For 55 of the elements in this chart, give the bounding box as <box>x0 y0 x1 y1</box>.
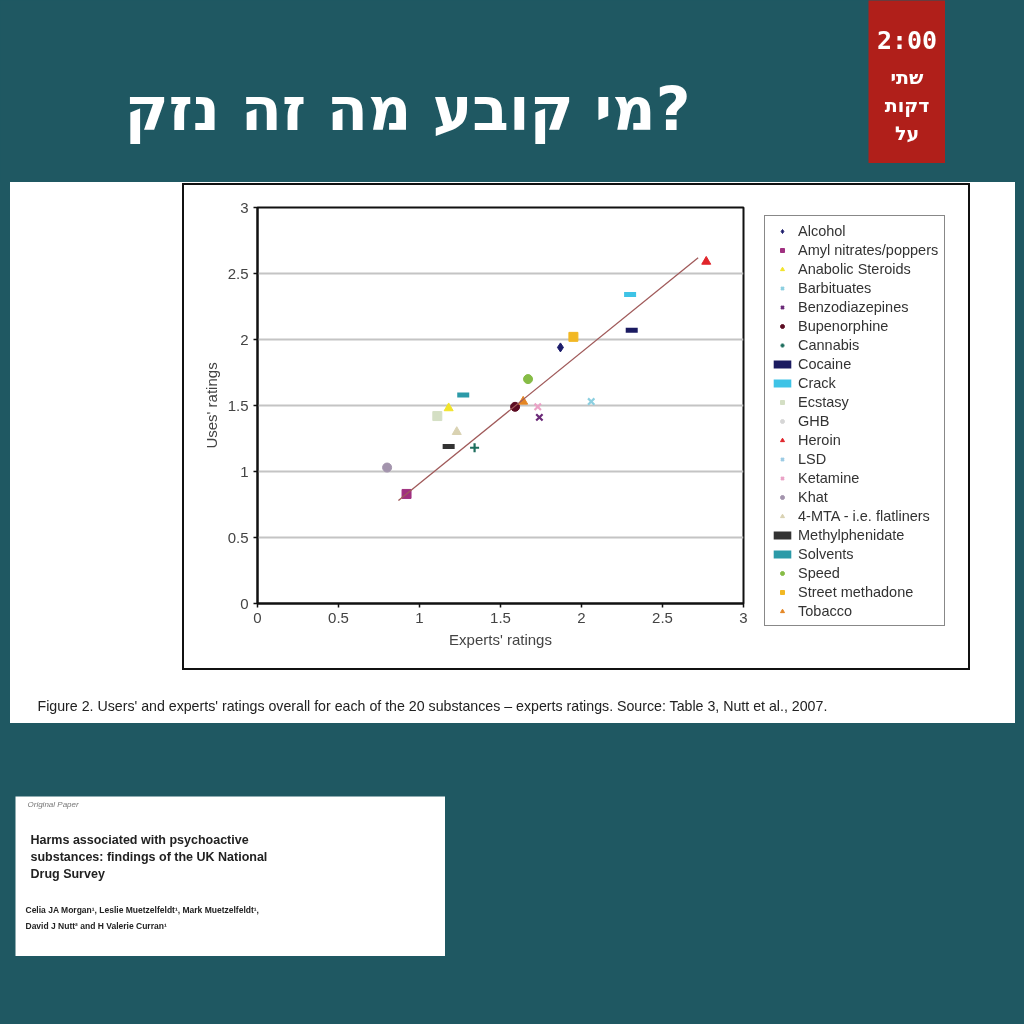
caption: Figure 2. Users' and experts' ratings overall for each of the 20 substances – experts ratings. Source: Table 3, Nutt et al., 2007. <box>37 697 828 714</box>
legend-label: Cannabis <box>798 336 860 353</box>
point <box>701 255 712 265</box>
legend-label: Crack <box>798 374 836 391</box>
x-tick-label: 3 <box>739 608 748 626</box>
x-tick-label: 0 <box>253 608 262 626</box>
text: 2:00 <box>876 26 938 55</box>
legend-label: Solvents <box>798 545 854 562</box>
point <box>451 426 462 435</box>
legend-label: Tobacco <box>798 602 853 619</box>
legend-label: Bupenorphine <box>798 317 889 334</box>
x-axis-title: Experts' ratings <box>449 630 552 648</box>
y-tick-label: 0 <box>240 594 249 612</box>
y-axis-title: Uses' ratings <box>202 362 220 449</box>
point <box>556 342 564 353</box>
legend-label: Street methadone <box>798 583 914 600</box>
legend-label: Ecstasy <box>798 393 849 410</box>
y-tick-label: 2.5 <box>227 264 249 282</box>
x-tick-label: 2.5 <box>652 608 673 626</box>
y-tick-label: 1 <box>240 462 249 480</box>
legend-label: Alcohol <box>798 222 846 239</box>
legend-label: Anabolic Steroids <box>798 260 911 277</box>
legend-label: Khat <box>798 488 828 505</box>
y-tick-label: 1.5 <box>227 396 249 414</box>
legend-label: LSD <box>798 450 827 467</box>
legend-label: Benzodiazepines <box>798 298 909 315</box>
point <box>523 374 534 385</box>
legend-label: Cocaine <box>798 355 852 372</box>
point <box>382 462 393 473</box>
x-tick-label: 0.5 <box>328 608 349 626</box>
legend-label: Amyl nitrates/poppers <box>798 241 939 258</box>
text: Original Paper <box>27 800 79 809</box>
point <box>535 413 544 422</box>
legend-label: GHB <box>798 412 830 429</box>
legend-label: 4-MTA - i.e. flatliners <box>798 507 930 524</box>
legend-label: Heroin <box>798 431 841 448</box>
point <box>568 331 579 342</box>
text: Celia JA Morgan¹, Leslie Muetzelfeldt¹, Mark Muetzelfeldt¹, David J Nutt² and H Valerie Curran¹ <box>25 904 259 931</box>
y-tick-label: 2 <box>240 330 249 348</box>
text: שתי דקות על <box>884 65 930 144</box>
point <box>533 402 543 412</box>
legend-label: Ketamine <box>798 469 860 486</box>
point <box>586 397 596 406</box>
point <box>443 402 454 412</box>
legend-label: Speed <box>798 564 840 581</box>
chart-title: מי קובע מה זה נזק? <box>124 73 691 144</box>
y-tick-label: 3 <box>240 198 249 216</box>
x-tick-label: 1 <box>415 608 424 626</box>
legend-label: Methylphenidate <box>798 526 905 543</box>
text: Harms associated with psychoactive substances: findings of the UK National Drug Survey <box>30 832 268 881</box>
x-tick-label: 1.5 <box>490 608 511 626</box>
point <box>432 411 443 422</box>
legend-label: Barbituates <box>798 279 872 296</box>
x-tick-label: 2 <box>577 608 586 626</box>
y-tick-label: 0.5 <box>227 528 249 546</box>
